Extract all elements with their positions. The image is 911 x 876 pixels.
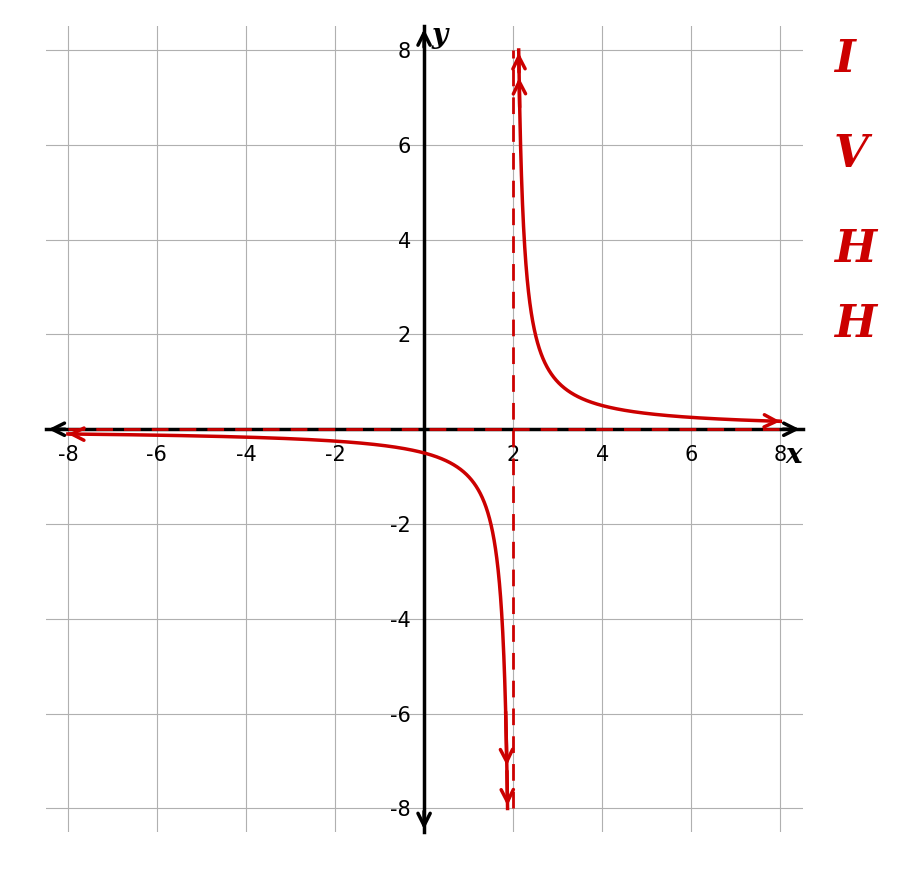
Text: H: H <box>833 228 875 271</box>
Text: I: I <box>833 38 854 81</box>
Text: H: H <box>833 303 875 346</box>
Text: y: y <box>431 22 447 49</box>
Text: x: x <box>784 442 801 469</box>
Text: V: V <box>833 133 867 176</box>
